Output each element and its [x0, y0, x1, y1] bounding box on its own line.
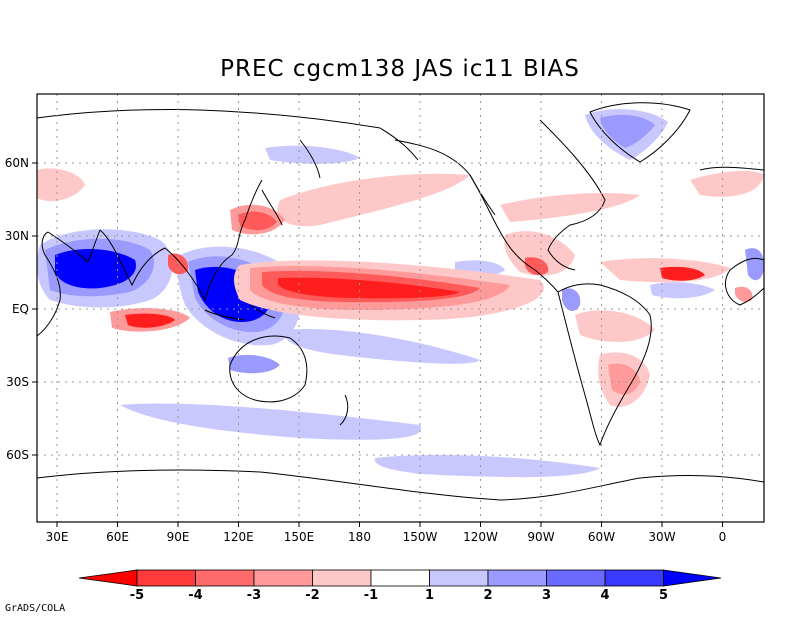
lat-label: 60S: [6, 448, 29, 462]
colorbar-cell: [253, 569, 313, 587]
lon-label: 30E: [46, 530, 69, 544]
bias-red-americas: [504, 231, 575, 276]
bias-red-americas: [525, 257, 549, 276]
colorbar-cell: [195, 569, 255, 587]
coastline-australia: [229, 335, 308, 403]
lon-label: 180: [348, 530, 371, 544]
colorbar-cell: [312, 569, 372, 587]
colorbar: -5 -4 -3 -2 -1 1 2 3 4 5: [78, 569, 722, 603]
bias-blue-natl: [650, 282, 715, 299]
coastline-europe: [699, 166, 764, 171]
coastline-japan: [261, 189, 283, 226]
bias-red-east: [735, 286, 753, 303]
axis-ticks: [32, 162, 723, 527]
colorbar-label: -4: [188, 588, 202, 603]
colorbar-cell: [429, 569, 489, 587]
lat-label: 60N: [5, 156, 29, 170]
colorbar-cell: [663, 569, 722, 587]
coastline-india: [99, 229, 166, 287]
precip-bias-field: [37, 109, 764, 478]
coastline-namerica-east: [539, 119, 606, 271]
colorbar-label: 2: [483, 588, 492, 603]
map-title: PREC cgcm138 JAS ic11 BIAS: [220, 56, 580, 82]
bias-blue-south: [284, 329, 480, 364]
coastline-seasia: [164, 179, 263, 302]
bias-red-natl: [37, 168, 85, 202]
lon-label: 30W: [648, 530, 675, 544]
colorbar-label: -5: [130, 588, 144, 603]
coastline-eurasia-north: [37, 108, 419, 161]
colorbar-label: -2: [305, 588, 319, 603]
colorbar-cell: [370, 569, 430, 587]
colorbar-cell: [136, 569, 196, 587]
lon-label: 60E: [106, 530, 129, 544]
coastline-newzealand: [339, 394, 349, 426]
colorbar-label: -1: [364, 588, 378, 603]
lon-label: 0: [719, 530, 727, 544]
coastlines: [37, 102, 764, 501]
colorbar-cell: [78, 569, 138, 587]
bias-blue-samerica: [562, 288, 581, 312]
lon-label: 90E: [167, 530, 190, 544]
coastline-antarctica: [37, 469, 764, 501]
colorbar-label: 1: [425, 588, 434, 603]
bias-red-atl: [660, 266, 705, 281]
coastline-kamchatka: [299, 139, 321, 179]
lat-label: 30N: [5, 229, 29, 243]
coastline-wafrica: [725, 257, 764, 306]
bias-red-natl: [500, 193, 640, 222]
bias-blue-south: [228, 354, 280, 374]
bias-blue-npac: [265, 145, 360, 164]
colorbar-label: 3: [542, 588, 551, 603]
bias-red-natl: [690, 170, 764, 197]
bias-blue-greenland: [600, 114, 655, 148]
bias-blue-indian: [55, 248, 136, 289]
bias-blue-south: [120, 403, 422, 440]
bias-blue-east: [745, 248, 764, 281]
colorbar-cell: [604, 569, 664, 587]
colorbar-cell: [546, 569, 606, 587]
lat-axis-labels: 60N 30N EQ 30S 60S: [5, 156, 29, 462]
coastline-alaska: [394, 139, 496, 216]
lon-label: 120W: [463, 530, 498, 544]
lon-label: 60W: [588, 530, 615, 544]
gridlines: [37, 94, 764, 522]
coastline-indonesia: [204, 304, 276, 321]
colorbar-label: 4: [600, 588, 609, 603]
lat-label: 30S: [6, 375, 29, 389]
lat-label: EQ: [12, 302, 29, 316]
bias-red-npac: [238, 211, 277, 231]
bias-red-indian: [125, 313, 175, 328]
map-frame: [36, 93, 765, 523]
lon-label: 150E: [284, 530, 315, 544]
bias-red-pacific: [278, 277, 460, 299]
colorbar-cell: [487, 569, 547, 587]
bias-red-npac: [277, 173, 470, 227]
lon-label: 90W: [527, 530, 554, 544]
coastline-samerica: [557, 283, 652, 447]
colorbar-label: 5: [659, 588, 668, 603]
bias-red-samer: [575, 310, 655, 342]
lon-label: 120E: [223, 530, 254, 544]
lon-axis-labels: 30E 60E 90E 120E 150E 180 150W 120W 90W …: [46, 530, 727, 544]
bias-blue-south: [374, 455, 600, 478]
credit-label: GrADS/COLA: [5, 603, 66, 614]
lon-label: 150W: [403, 530, 438, 544]
colorbar-label: -3: [247, 588, 261, 603]
coastline-greenland: [589, 102, 691, 163]
coastline-arabia: [47, 229, 101, 263]
coastline-namerica-west: [469, 174, 559, 293]
bias-red-satl: [608, 363, 640, 395]
